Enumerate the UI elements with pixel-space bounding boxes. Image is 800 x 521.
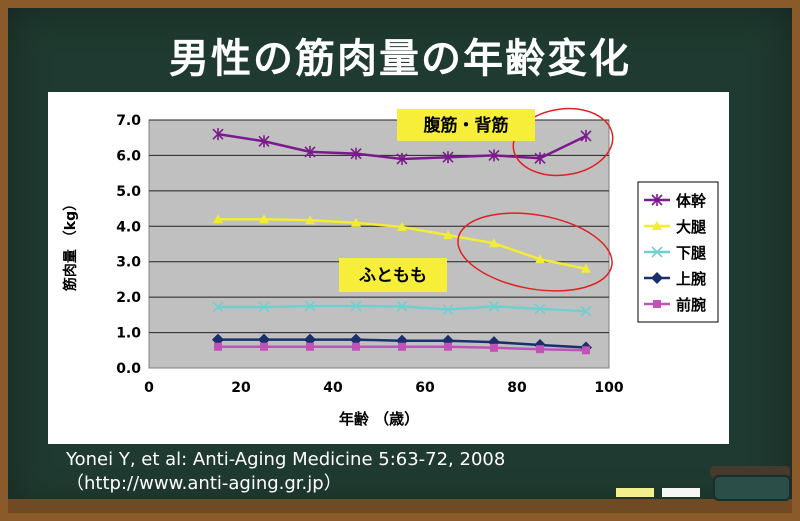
data-point [444, 342, 452, 351]
data-point [535, 254, 545, 264]
data-point [212, 301, 224, 313]
citation-line-2: （http://www.anti-aging.gr.jp） [66, 473, 342, 494]
data-point [304, 300, 316, 312]
data-point [580, 129, 592, 142]
yellow-chalk [616, 488, 654, 497]
data-point [397, 221, 407, 231]
chalkboard: 男性の筋肉量の年齢変化 0.0 1.0 2.0 3.0 4.0 5.0 6.0 7.0 0 20 4… [8, 8, 792, 513]
data-point [580, 305, 592, 317]
data-point [350, 333, 362, 346]
data-point [534, 303, 546, 315]
legend-item: 前腕 [644, 296, 706, 314]
y-tick-label: 5.0 [116, 184, 141, 200]
y-tick-label: 0.0 [116, 361, 141, 377]
data-point [582, 346, 590, 355]
annotation-0: 腹筋・背筋 [397, 107, 614, 177]
data-point [489, 238, 499, 248]
y-tick-label: 3.0 [116, 255, 141, 271]
data-point [259, 214, 269, 224]
legend-item: 上腕 [644, 270, 706, 288]
data-point [490, 343, 498, 352]
data-point [350, 147, 362, 160]
data-point [305, 215, 315, 225]
highlight-ellipse [512, 107, 614, 177]
x-tick-label: 0 [144, 380, 154, 396]
data-point [396, 300, 408, 312]
data-point [536, 345, 544, 354]
y-tick-label: 7.0 [116, 113, 141, 129]
data-point [214, 342, 222, 351]
legend-marker [653, 300, 661, 308]
legend-marker [651, 246, 663, 258]
y-tick-label: 2.0 [116, 290, 141, 306]
line-chart: 0.0 1.0 2.0 3.0 4.0 5.0 6.0 7.0 0 20 40 60 80 100 腹筋・… [62, 107, 719, 428]
data-point [398, 342, 406, 351]
data-point [351, 217, 361, 227]
data-point [488, 300, 500, 312]
x-tick-label: 40 [323, 380, 343, 396]
data-point [352, 342, 360, 351]
legend-label: 上腕 [676, 270, 706, 288]
x-tick-label: 20 [231, 380, 251, 396]
y-tick-label: 4.0 [116, 219, 141, 235]
data-point [442, 303, 454, 316]
data-point [258, 301, 270, 313]
y-axis-label: 筋肉量 （kg） [62, 197, 79, 291]
data-point [212, 128, 224, 141]
annotation-label: 腹筋・背筋 [424, 115, 509, 136]
data-point [443, 230, 453, 240]
legend-label: 下腿 [676, 244, 706, 262]
series-0 [212, 128, 592, 165]
x-tick-label: 80 [507, 380, 527, 396]
highlight-ellipse [457, 212, 613, 292]
data-point [213, 214, 223, 224]
data-point [258, 135, 270, 148]
citation: Yonei Y, et al: Anti-Aging Medicine 5:63… [66, 448, 505, 496]
plot-area [148, 119, 610, 369]
data-point [350, 300, 362, 312]
data-point [304, 145, 316, 158]
legend-label: 体幹 [676, 192, 707, 210]
data-point [304, 333, 316, 346]
annotation-box [339, 258, 447, 292]
x-tick-label: 100 [594, 380, 623, 396]
data-point [442, 151, 454, 164]
data-point [534, 152, 546, 165]
data-point [396, 152, 408, 165]
chalk-tray [8, 499, 792, 513]
annotation-box [397, 109, 535, 141]
x-axis-label: 年齢 （歳） [339, 410, 419, 428]
annotation-label: ふともも [359, 266, 427, 286]
legend-marker [651, 194, 663, 206]
data-point [306, 342, 314, 351]
series-2 [212, 300, 592, 317]
series-4 [214, 342, 590, 355]
data-point [258, 333, 270, 346]
data-point [260, 342, 268, 351]
eraser [713, 475, 791, 501]
y-tick-label: 6.0 [116, 148, 141, 164]
annotation-1: ふともも [339, 212, 613, 292]
white-chalk [662, 488, 700, 497]
legend-label: 大腿 [676, 218, 706, 236]
series-1 [213, 214, 591, 273]
legend-marker [651, 272, 663, 284]
data-point [581, 263, 591, 273]
y-tick-label: 1.0 [116, 326, 141, 342]
legend-marker [652, 221, 662, 230]
legend-item: 大腿 [644, 218, 706, 236]
legend-label: 前腕 [676, 296, 706, 314]
x-tick-label: 60 [415, 380, 435, 396]
data-point [488, 149, 500, 162]
data-point [212, 333, 224, 346]
page-title: 男性の筋肉量の年齢変化 [169, 36, 631, 82]
legend-item: 下腿 [644, 244, 706, 262]
citation-line-1: Yonei Y, et al: Anti-Aging Medicine 5:63… [66, 449, 506, 470]
legend-item: 体幹 [644, 192, 707, 210]
chart-panel: 0.0 1.0 2.0 3.0 4.0 5.0 6.0 7.0 0 20 40 60 80 100 腹筋・… [48, 92, 729, 444]
